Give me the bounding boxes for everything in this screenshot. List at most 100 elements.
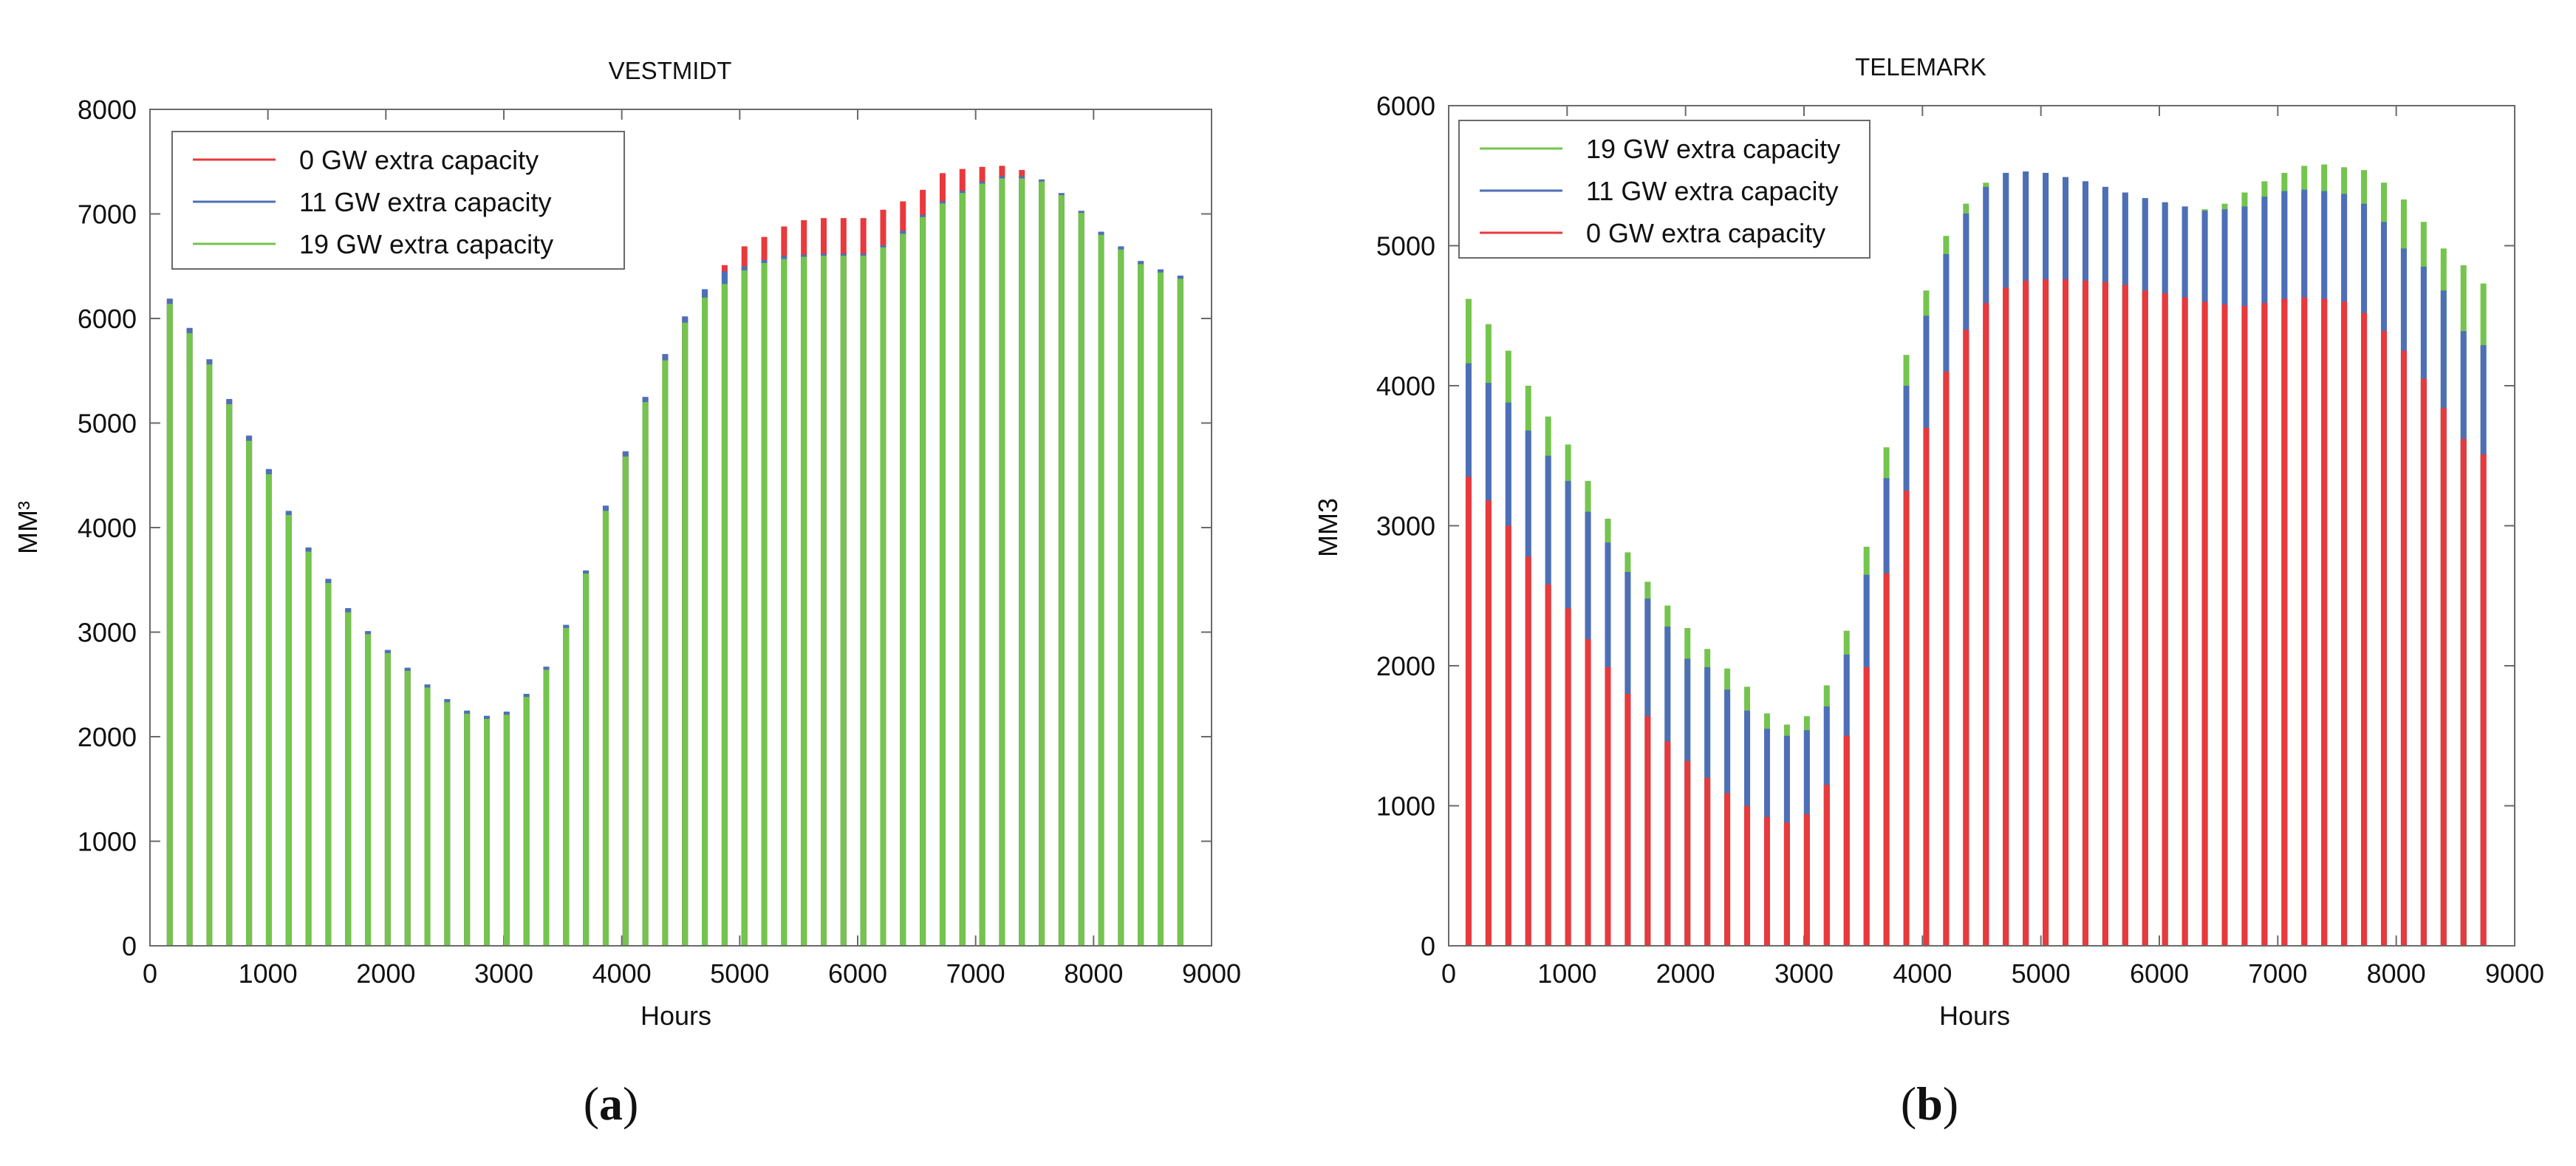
bar xyxy=(2460,439,2467,946)
bar xyxy=(2241,305,2248,946)
bar xyxy=(2420,378,2427,946)
y-tick-label: 6000 xyxy=(78,304,137,334)
bar xyxy=(1883,573,1890,946)
bar xyxy=(801,256,807,946)
x-tick-label: 0 xyxy=(1441,958,1456,989)
bar xyxy=(2221,304,2228,947)
bar xyxy=(424,687,431,946)
bar xyxy=(1118,249,1124,946)
bar xyxy=(444,702,451,946)
panel-label-open: ( xyxy=(1901,1077,1916,1130)
x-axis-title: Hours xyxy=(640,1000,711,1031)
x-tick-label: 5000 xyxy=(710,958,769,989)
panel-label: (b) xyxy=(1901,1077,1958,1130)
bar-series-group xyxy=(150,166,1212,947)
panel-label-close: ) xyxy=(623,1077,638,1130)
bar xyxy=(1803,814,1810,946)
bar xyxy=(1039,181,1045,946)
bar xyxy=(2082,280,2088,946)
bar xyxy=(959,193,966,946)
x-tick-label: 7000 xyxy=(946,958,1005,989)
panel-label-letter: a xyxy=(599,1077,623,1130)
legend-entry-0: 19 GW extra capacity xyxy=(1586,134,1840,164)
bar xyxy=(999,178,1005,946)
y-tick-label: 1000 xyxy=(78,827,137,857)
x-tick-label: 9000 xyxy=(1182,958,1241,989)
panel-label-open: ( xyxy=(584,1077,599,1130)
bar xyxy=(484,718,491,946)
bar xyxy=(2341,301,2348,946)
bar xyxy=(1138,264,1144,946)
bar xyxy=(1545,584,1551,946)
bar xyxy=(821,256,827,947)
chart-title: VESTMIDT xyxy=(609,57,732,84)
bar xyxy=(1585,638,1591,946)
bar xyxy=(2063,279,2069,947)
y-tick-label: 5000 xyxy=(1376,231,1435,262)
bar xyxy=(2003,287,2009,947)
legend-entry-1: 11 GW extra capacity xyxy=(299,187,551,217)
bar xyxy=(2023,280,2029,946)
x-tick-label: 2000 xyxy=(1656,958,1715,989)
x-axis-ticks: 0 1000 2000 3000 4000 5000 6000 7000 8000 9000 xyxy=(143,109,1241,989)
bar xyxy=(2480,454,2487,946)
x-tick-label: 6000 xyxy=(828,958,887,989)
bar xyxy=(602,511,609,946)
bar xyxy=(2201,301,2208,946)
x-axis-ticks: 0 1000 2000 3000 4000 5000 6000 7000 8000 9000 xyxy=(1441,106,2544,989)
y-tick-label: 0 xyxy=(1421,931,1435,961)
x-tick-label: 1000 xyxy=(1537,958,1596,989)
x-tick-label: 3000 xyxy=(1774,958,1834,989)
panel-label-close: ) xyxy=(1943,1077,1958,1130)
legend-entry-1: 11 GW extra capacity xyxy=(1586,176,1838,206)
chart-title: TELEMARK xyxy=(1855,53,1986,81)
bar xyxy=(741,270,748,946)
bar xyxy=(662,360,669,947)
y-tick-label: 1000 xyxy=(1376,791,1435,822)
bar xyxy=(622,456,629,946)
bar xyxy=(1744,805,1751,946)
bar xyxy=(265,474,272,946)
bar xyxy=(345,612,352,946)
bar xyxy=(1763,816,1770,946)
panel-label: (a) xyxy=(584,1077,639,1130)
bar xyxy=(1843,735,1850,946)
legend-box xyxy=(171,131,625,270)
bar xyxy=(1605,666,1611,946)
bar xyxy=(1485,500,1492,946)
bar xyxy=(503,715,510,946)
legend: 19 GW extra capacity 11 GW extra capacit… xyxy=(1458,120,1870,259)
bar xyxy=(285,515,292,946)
y-tick-label: 7000 xyxy=(78,200,137,230)
x-axis-title: Hours xyxy=(1939,1000,2010,1031)
bar xyxy=(464,713,471,946)
bar xyxy=(2261,303,2268,946)
bar xyxy=(721,284,728,946)
bar xyxy=(1505,525,1511,946)
y-tick-label: 8000 xyxy=(78,95,137,125)
legend-entry-2: 19 GW extra capacity xyxy=(299,229,553,259)
bar xyxy=(543,669,550,946)
y-tick-label: 2000 xyxy=(1376,651,1435,681)
bar xyxy=(761,263,768,946)
bar xyxy=(583,573,590,946)
x-tick-label: 0 xyxy=(143,958,157,989)
bar xyxy=(2380,331,2387,947)
bar xyxy=(1525,556,1531,946)
bar xyxy=(1684,760,1691,946)
bar xyxy=(246,440,253,946)
bar xyxy=(1704,777,1711,946)
bar xyxy=(1823,785,1830,946)
bar xyxy=(920,217,926,946)
chart-panel-b: TELEMARK Hours MM3 0 1000 2000 3000 4000 5000… xyxy=(1313,53,2544,1130)
panel-label-letter: b xyxy=(1916,1077,1943,1130)
y-tick-label: 3000 xyxy=(1376,511,1435,542)
bar xyxy=(2122,284,2128,946)
y-tick-label: 4000 xyxy=(1376,371,1435,401)
bar xyxy=(1943,372,1950,946)
bar xyxy=(2321,299,2328,946)
bar xyxy=(384,652,391,946)
bar xyxy=(642,402,649,946)
